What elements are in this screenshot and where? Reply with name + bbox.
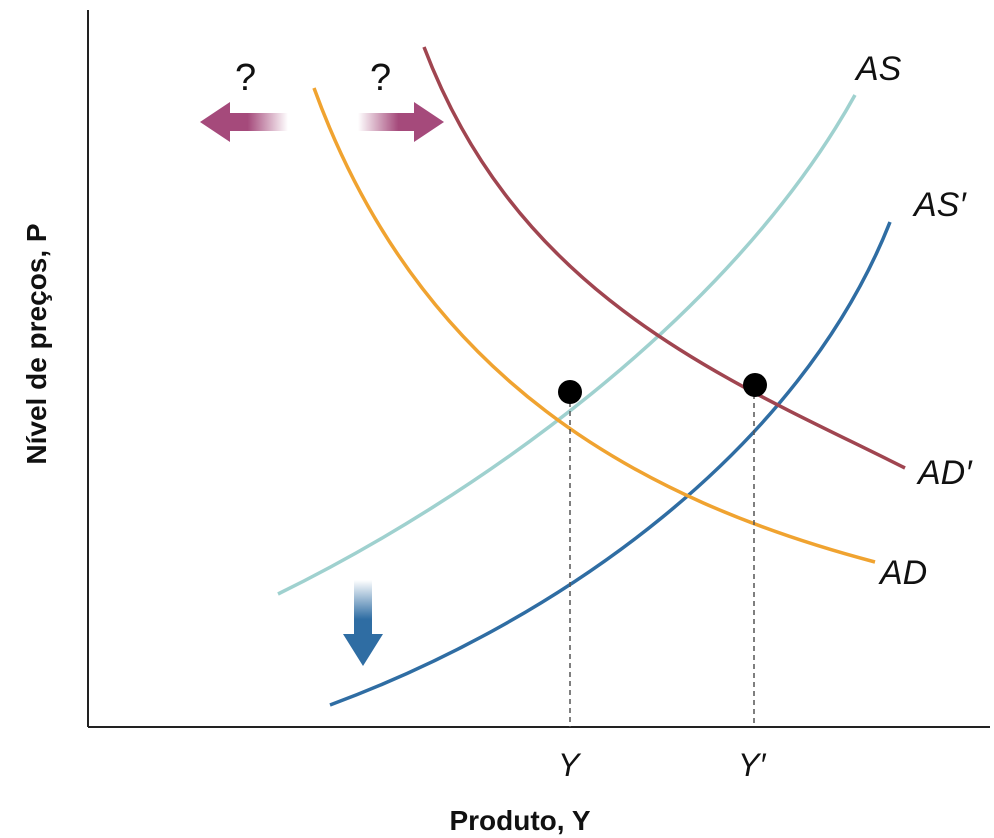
arrow-down-icon bbox=[343, 580, 383, 666]
question-mark-right: ? bbox=[370, 57, 391, 99]
curve-label-ad: AD bbox=[878, 554, 927, 592]
arrow-right-icon bbox=[358, 102, 444, 142]
equilibrium-point-initial bbox=[558, 380, 582, 404]
curve-ad bbox=[312, 87, 876, 564]
curve-label-as: AS bbox=[854, 50, 902, 88]
y-axis-title: Nível de preços, P bbox=[21, 223, 52, 464]
curve-label-as-prime: AS′ bbox=[912, 186, 967, 224]
question-mark-left: ? bbox=[235, 57, 256, 99]
arrow-left-icon bbox=[200, 102, 288, 142]
x-axis-title: Produto, Y bbox=[449, 805, 590, 836]
curve-ad-prime bbox=[422, 46, 906, 470]
curve-label-ad-prime: AD′ bbox=[916, 454, 973, 492]
curve-as bbox=[277, 94, 857, 596]
x-tick-label-y-prime: Y′ bbox=[738, 747, 766, 783]
curve-as-prime bbox=[329, 221, 892, 707]
x-tick-label-y: Y bbox=[558, 747, 582, 783]
equilibrium-point-new bbox=[743, 373, 767, 397]
